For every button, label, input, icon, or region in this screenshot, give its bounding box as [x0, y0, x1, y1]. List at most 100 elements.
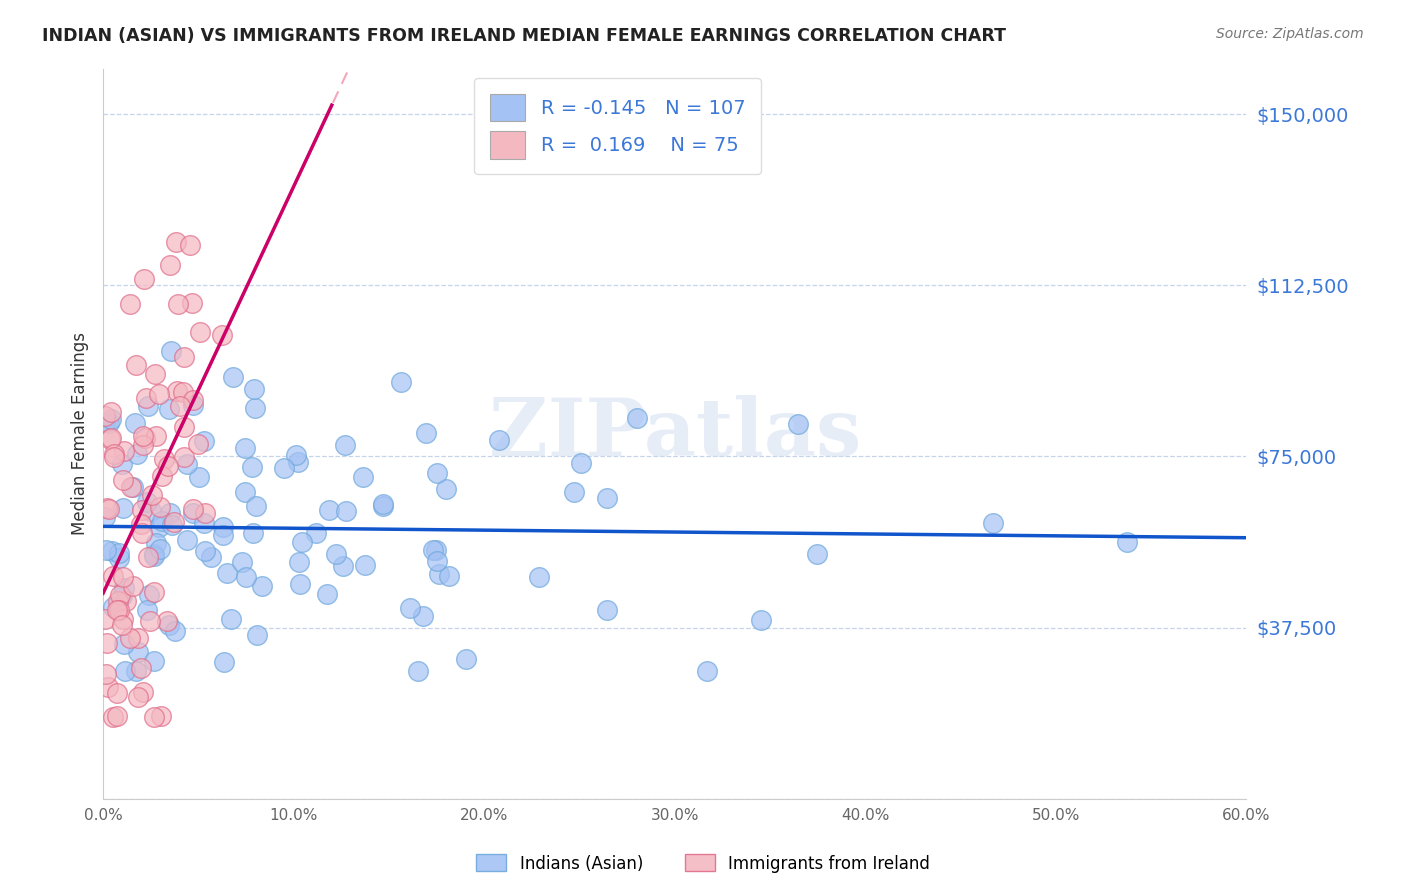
- Point: [569, 456, 592, 470]
- Point: [101, 709, 124, 723]
- Point: [434, 482, 457, 496]
- Point: [156, 614, 179, 628]
- Point: [148, 542, 170, 557]
- Point: [626, 411, 648, 425]
- Point: [98, 416, 121, 430]
- Point: [291, 535, 314, 549]
- Point: [111, 500, 134, 515]
- Point: [233, 441, 256, 455]
- Point: [352, 470, 374, 484]
- Point: [371, 499, 394, 513]
- Point: [134, 431, 156, 445]
- Point: [188, 326, 211, 340]
- Point: [596, 603, 619, 617]
- Point: [318, 503, 340, 517]
- Point: [160, 518, 183, 533]
- Point: [169, 399, 191, 413]
- Point: [787, 417, 810, 432]
- Point: [172, 384, 194, 399]
- Point: [94, 509, 117, 524]
- Point: [163, 515, 186, 529]
- Point: [219, 612, 242, 626]
- Point: [166, 384, 188, 398]
- Point: [107, 594, 129, 608]
- Point: [114, 594, 136, 608]
- Point: [159, 344, 181, 359]
- Point: [422, 543, 444, 558]
- Point: [176, 457, 198, 471]
- Point: [183, 506, 205, 520]
- Legend: Indians (Asian), Immigrants from Ireland: Indians (Asian), Immigrants from Ireland: [470, 847, 936, 880]
- Point: [427, 567, 450, 582]
- Point: [135, 391, 157, 405]
- Point: [193, 516, 215, 531]
- Point: [246, 627, 269, 641]
- Point: [235, 570, 257, 584]
- Point: [108, 546, 131, 560]
- Point: [112, 581, 135, 595]
- Point: [325, 547, 347, 561]
- Point: [250, 579, 273, 593]
- Point: [135, 603, 157, 617]
- Point: [111, 617, 134, 632]
- Point: [114, 664, 136, 678]
- Point: [188, 470, 211, 484]
- Point: [425, 542, 447, 557]
- Point: [101, 600, 124, 615]
- Point: [132, 685, 155, 699]
- Point: [145, 536, 167, 550]
- Point: [143, 654, 166, 668]
- Point: [118, 632, 141, 646]
- Point: [94, 415, 117, 429]
- Point: [233, 485, 256, 500]
- Point: [125, 664, 148, 678]
- Point: [159, 259, 181, 273]
- Point: [136, 495, 159, 509]
- Point: [132, 438, 155, 452]
- Point: [173, 350, 195, 364]
- Point: [529, 570, 551, 584]
- Point: [287, 455, 309, 469]
- Point: [353, 558, 375, 573]
- Point: [181, 295, 204, 310]
- Point: [131, 502, 153, 516]
- Point: [98, 432, 121, 446]
- Point: [596, 491, 619, 505]
- Point: [157, 458, 180, 473]
- Point: [159, 507, 181, 521]
- Point: [305, 526, 328, 541]
- Point: [211, 327, 233, 342]
- Point: [273, 460, 295, 475]
- Point: [145, 429, 167, 443]
- Point: [406, 664, 429, 678]
- Point: [96, 501, 118, 516]
- Point: [181, 502, 204, 516]
- Point: [103, 450, 125, 464]
- Point: [183, 392, 205, 407]
- Legend: R = -0.145   N = 107, R =  0.169    N = 75: R = -0.145 N = 107, R = 0.169 N = 75: [474, 78, 761, 174]
- Point: [212, 655, 235, 669]
- Point: [131, 526, 153, 541]
- Point: [149, 708, 172, 723]
- Point: [139, 504, 162, 518]
- Y-axis label: Median Female Earnings: Median Female Earnings: [72, 332, 89, 535]
- Point: [136, 549, 159, 564]
- Point: [157, 401, 180, 416]
- Point: [981, 516, 1004, 530]
- Point: [242, 382, 264, 396]
- Point: [139, 614, 162, 628]
- Point: [112, 570, 135, 584]
- Point: [240, 459, 263, 474]
- Point: [696, 664, 718, 678]
- Point: [148, 387, 170, 401]
- Point: [141, 488, 163, 502]
- Point: [749, 613, 772, 627]
- Point: [101, 544, 124, 558]
- Point: [111, 474, 134, 488]
- Point: [121, 480, 143, 494]
- Point: [143, 547, 166, 561]
- Point: [173, 420, 195, 434]
- Point: [112, 637, 135, 651]
- Point: [129, 517, 152, 532]
- Point: [149, 500, 172, 514]
